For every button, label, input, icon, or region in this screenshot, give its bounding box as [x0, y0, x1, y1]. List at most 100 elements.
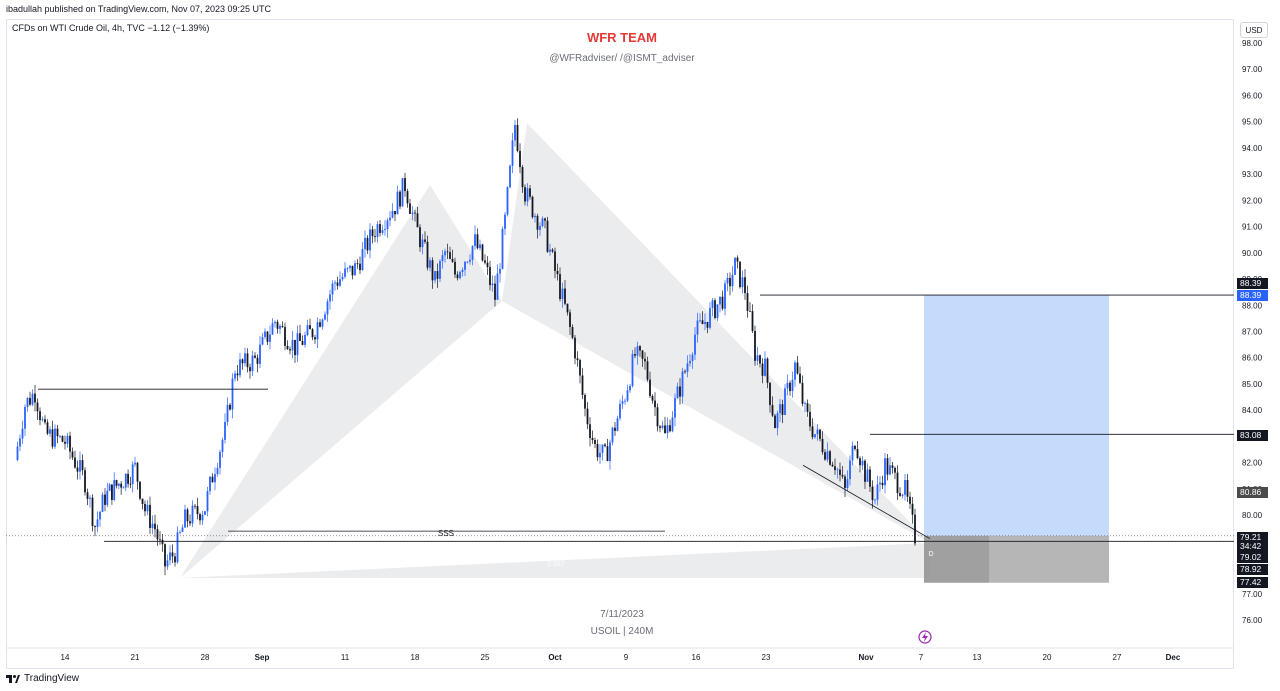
candle-body — [186, 509, 189, 522]
candle-body — [29, 397, 31, 405]
candle-body — [301, 340, 304, 345]
candle-body — [154, 523, 156, 530]
candle-body — [224, 422, 226, 440]
candle-body — [419, 227, 421, 248]
candle-body — [54, 428, 56, 447]
candle-body — [884, 458, 886, 486]
candle-body — [639, 346, 641, 351]
candle-body — [429, 260, 431, 268]
candle-body — [176, 532, 179, 563]
candle-body — [117, 483, 120, 486]
price-badge-label: 77.42 — [1240, 577, 1262, 587]
candle-body — [804, 403, 806, 404]
candle-body — [896, 472, 899, 494]
price-badge-label: 80.86 — [1240, 487, 1262, 497]
candle-body — [849, 460, 851, 480]
candle-body — [501, 228, 504, 269]
candle-body — [769, 382, 771, 406]
candle-body — [551, 249, 554, 252]
lightning-icon[interactable] — [918, 630, 932, 644]
candle-body — [91, 497, 94, 527]
candle-body — [371, 229, 374, 237]
candle-body — [384, 229, 386, 231]
candle-body — [304, 334, 306, 345]
candle-body — [61, 436, 64, 442]
candle-body — [791, 379, 794, 392]
candle-body — [521, 167, 524, 188]
candle-body — [411, 212, 414, 214]
x-tick-label: 7 — [919, 653, 924, 662]
candle-body — [524, 187, 526, 202]
candle-body — [899, 493, 901, 496]
candle-body — [661, 425, 664, 428]
y-tick-label: 80.00 — [1242, 511, 1263, 520]
x-tick-label: 23 — [762, 653, 771, 662]
candle-body — [564, 288, 566, 304]
x-tick-label: 20 — [1043, 653, 1052, 662]
candle-body — [844, 476, 846, 488]
candle-body — [901, 494, 904, 496]
candle-body — [39, 411, 41, 421]
x-tick-label: 13 — [973, 653, 982, 662]
candle-body — [426, 241, 429, 268]
price-badge-label: 79.02 — [1240, 552, 1262, 562]
candle-body — [49, 429, 51, 434]
candle-body — [159, 539, 161, 541]
candle-body — [589, 424, 591, 439]
candle-body — [544, 218, 546, 221]
candle-body — [571, 326, 574, 338]
ratio-label: 0.917 — [547, 561, 565, 568]
candle-body — [201, 514, 204, 521]
candle-body — [64, 441, 66, 444]
point-d-label: D — [928, 551, 933, 558]
candle-body — [819, 429, 821, 439]
candle-body — [886, 458, 889, 475]
candle-body — [866, 469, 869, 482]
candle-body — [184, 509, 186, 528]
candle-body — [629, 385, 631, 391]
candle-body — [74, 457, 76, 468]
candle-body — [569, 312, 571, 327]
candle-body — [891, 465, 894, 468]
candle-body — [329, 294, 331, 302]
candle-body — [479, 244, 481, 249]
candle-body — [539, 226, 541, 230]
price-badge-bg — [1237, 278, 1268, 289]
candle-body — [131, 464, 134, 484]
candle-body — [491, 283, 494, 286]
candle-body — [859, 458, 861, 466]
candle-body — [444, 251, 446, 256]
candle-body — [71, 451, 74, 458]
candle-body — [621, 401, 624, 404]
price-badge-label: 83.08 — [1240, 430, 1262, 440]
currency-button[interactable]: USD — [1240, 22, 1268, 38]
candle-body — [529, 188, 531, 197]
candle-body — [831, 464, 834, 467]
trend-line — [802, 464, 931, 540]
candle-body — [451, 258, 454, 262]
candle-body — [809, 411, 811, 427]
candle-body — [299, 333, 301, 341]
candle-body — [579, 360, 581, 376]
candle-body — [581, 375, 584, 395]
candle-body — [251, 355, 254, 372]
candle-body — [341, 276, 344, 280]
candle-body — [669, 425, 671, 432]
candle-body — [471, 246, 474, 260]
candle-body — [541, 218, 544, 227]
candle-body — [514, 124, 516, 141]
candle-body — [171, 552, 174, 557]
candle-body — [366, 237, 369, 251]
stop-zone-inner — [924, 535, 989, 583]
candle-body — [354, 263, 356, 276]
candle-body — [744, 277, 746, 294]
candle-body — [486, 262, 489, 267]
candle-body — [41, 419, 44, 421]
candle-body — [141, 498, 144, 504]
candle-body — [814, 434, 816, 438]
x-tick-label: 16 — [692, 653, 701, 662]
footer-brand[interactable]: TradingView — [6, 673, 79, 684]
x-tick-label: Nov — [858, 653, 874, 662]
y-tick-label: 82.00 — [1242, 459, 1263, 468]
